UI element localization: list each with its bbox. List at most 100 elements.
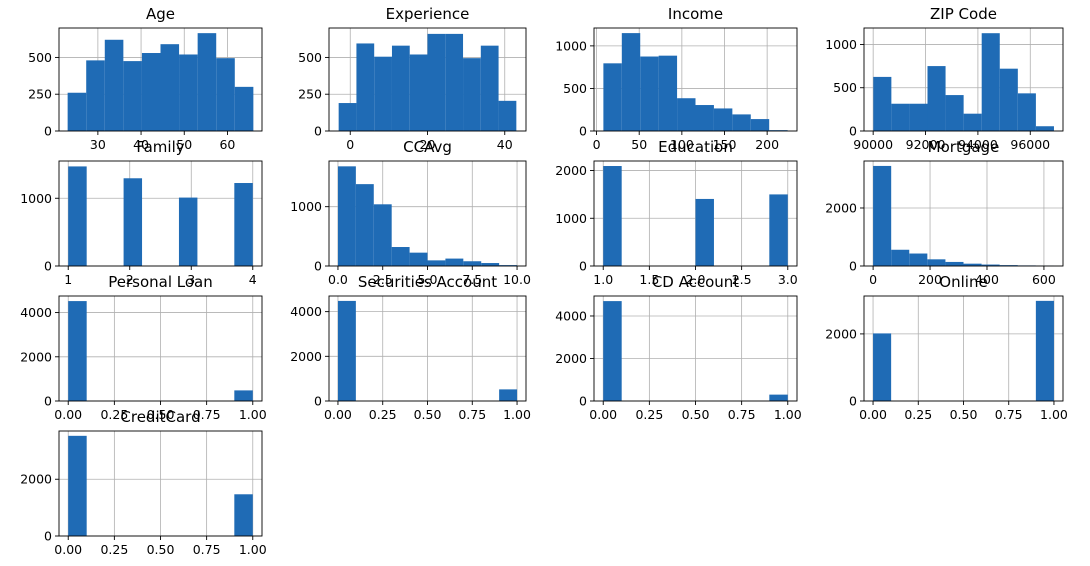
histogram-bar (981, 33, 1000, 131)
histogram-bar (197, 33, 217, 131)
subplot-title: Mortgage (928, 138, 1000, 156)
y-tick-label: 0 (579, 259, 587, 274)
x-tick-label: 30 (90, 137, 106, 152)
x-tick-label: 1.00 (1040, 407, 1068, 422)
y-tick-label: 1000 (555, 211, 587, 226)
histogram-bar (873, 165, 892, 266)
x-tick-label: 60 (219, 137, 235, 152)
histogram-bar (713, 108, 733, 131)
x-tick-label: 1.5 (639, 272, 659, 287)
axes-frame (593, 27, 798, 132)
x-tick-label: 0.0 (328, 272, 348, 287)
x-tick-label: 0 (593, 137, 601, 152)
histogram-bar (104, 39, 124, 132)
y-tick-label: 250 (298, 87, 322, 102)
histogram-bar (337, 300, 356, 401)
histogram-bar (677, 98, 696, 131)
histogram-bar (732, 114, 751, 131)
x-tick-label: 0.25 (635, 407, 663, 422)
x-tick-label: 2.0 (686, 272, 706, 287)
x-tick-label: 0.00 (54, 407, 82, 422)
x-tick-label: 0.50 (682, 407, 710, 422)
x-tick-label: 50 (176, 137, 192, 152)
histogram-bar (141, 53, 161, 132)
x-tick-label: 10.0 (503, 272, 531, 287)
x-tick-label: 1.00 (239, 542, 267, 557)
x-tick-label: 1 (64, 272, 72, 287)
y-tick-label: 500 (28, 50, 52, 65)
subplot-title: Family (136, 138, 184, 156)
y-tick-label: 1000 (20, 191, 52, 206)
subplot-title: Experience (386, 5, 470, 23)
x-tick-label: 100 (670, 137, 694, 152)
histogram-bar (945, 95, 964, 131)
histogram-bar (909, 253, 928, 266)
x-tick-label: 0.50 (147, 407, 175, 422)
histogram-bar (427, 33, 446, 132)
x-tick-label: 600 (1032, 272, 1056, 287)
histogram-bar (234, 390, 253, 401)
subplot-title: ZIP Code (930, 5, 997, 23)
y-tick-label: 2000 (825, 200, 857, 215)
x-tick-label: 0.25 (100, 407, 128, 422)
histogram-bar (999, 68, 1018, 131)
x-tick-label: 40 (497, 137, 513, 152)
subplot-2: 0 50 100 150 200 0 500 1000 Income (555, 5, 798, 152)
y-tick-label: 0 (579, 124, 587, 139)
histogram-bar (216, 58, 235, 131)
x-tick-label: 200 (918, 272, 942, 287)
x-tick-label: 1.00 (503, 407, 531, 422)
histogram-bar (498, 100, 517, 131)
y-tick-label: 0 (849, 394, 857, 409)
x-tick-label: 1.00 (774, 407, 802, 422)
histogram-bar (1017, 93, 1036, 131)
histogram-bar (178, 197, 198, 266)
histogram-bar (945, 261, 964, 266)
x-tick-label: 92000 (906, 137, 946, 152)
y-tick-label: 0 (314, 124, 322, 139)
y-tick-label: 2000 (290, 349, 322, 364)
histogram-bar (499, 389, 518, 401)
x-tick-label: 200 (755, 137, 779, 152)
x-tick-label: 5.0 (418, 272, 438, 287)
y-tick-label: 2000 (20, 349, 52, 364)
histogram-bar (873, 333, 892, 401)
x-tick-label: 150 (713, 137, 737, 152)
subplot-5: 0.0 2.5 5.0 7.5 10.0 0 1000 CCAvg (290, 138, 531, 287)
histogram-bar (427, 260, 446, 266)
x-tick-label: 0.75 (193, 407, 221, 422)
x-tick-label: 3 (187, 272, 195, 287)
histogram-bar (374, 56, 392, 131)
x-tick-label: 0.75 (995, 407, 1023, 422)
axes-frame (863, 27, 1064, 132)
histogram-bar (640, 56, 659, 132)
histogram-bar (769, 194, 788, 266)
axes-frame (58, 27, 263, 132)
histogram-bar (86, 60, 105, 131)
histogram-bar (1035, 126, 1054, 131)
y-tick-label: 0 (314, 259, 322, 274)
y-tick-label: 4000 (290, 304, 322, 319)
subplot-8: 0.00 0.25 0.50 0.75 1.00 0 2000 4000 Personal Lo… (20, 273, 267, 422)
subplot-12: 0.00 0.25 0.50 0.75 1.00 0 2000 CreditCard (20, 408, 267, 557)
histogram-bar (68, 435, 87, 536)
histogram-bar (391, 45, 410, 131)
x-tick-label: 3.0 (778, 272, 798, 287)
histogram-bar (123, 178, 143, 266)
subplot-0: 30 40 50 60 0 250 500 Age (28, 5, 263, 152)
axes-frame (58, 160, 263, 267)
subplot-title: Securities Account (358, 273, 497, 291)
subplot-title: CreditCard (120, 408, 200, 426)
y-tick-label: 0 (44, 394, 52, 409)
histogram-bar (67, 92, 87, 131)
histogram-bar (1035, 300, 1054, 401)
histogram-bar (927, 66, 946, 131)
histogram-bar (658, 55, 678, 131)
x-tick-label: 40 (133, 137, 149, 152)
y-tick-label: 2000 (555, 163, 587, 178)
x-tick-label: 0.75 (458, 407, 486, 422)
subplot-9: 0.00 0.25 0.50 0.75 1.00 0 2000 4000 Securities … (290, 273, 531, 422)
y-tick-label: 2000 (555, 351, 587, 366)
